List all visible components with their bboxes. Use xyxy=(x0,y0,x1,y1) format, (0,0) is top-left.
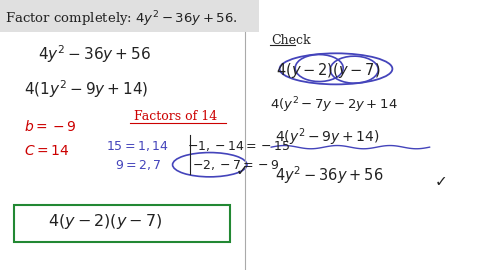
Text: $4y^2 - 36y + 56$: $4y^2 - 36y + 56$ xyxy=(275,165,383,186)
Text: Check: Check xyxy=(271,34,311,47)
FancyBboxPatch shape xyxy=(14,205,230,242)
Text: $4(y^2 - 7y - 2y + 14$: $4(y^2 - 7y - 2y + 14$ xyxy=(270,96,397,115)
Text: Factor completely: $4y^2 - 36y + 56$.: Factor completely: $4y^2 - 36y + 56$. xyxy=(5,9,238,29)
Text: $4(y^2 - 9y + 14)$: $4(y^2 - 9y + 14)$ xyxy=(275,127,379,148)
FancyBboxPatch shape xyxy=(0,0,259,32)
Text: $4(1y^2 - 9y + 14)$: $4(1y^2 - 9y + 14)$ xyxy=(24,78,148,100)
Text: $15 = 1, 14$: $15 = 1, 14$ xyxy=(106,139,168,153)
Text: $-1, -14 = -15$: $-1, -14 = -15$ xyxy=(187,139,291,153)
Text: $4(y-2)(y-7)$: $4(y-2)(y-7)$ xyxy=(276,61,381,80)
Text: $b = -9$: $b = -9$ xyxy=(24,119,77,134)
Text: $C = 14$: $C = 14$ xyxy=(24,144,70,158)
Text: $4(y-2)(y-7)$: $4(y-2)(y-7)$ xyxy=(48,212,162,231)
Text: $\checkmark$: $\checkmark$ xyxy=(235,163,247,177)
Text: Factors of 14: Factors of 14 xyxy=(134,110,217,123)
Text: $4y^2 - 36y + 56$: $4y^2 - 36y + 56$ xyxy=(38,43,151,65)
Text: $\checkmark$: $\checkmark$ xyxy=(434,174,446,188)
Text: $9 = 2, 7$: $9 = 2, 7$ xyxy=(115,158,162,172)
Text: $-2, -7 = -9$: $-2, -7 = -9$ xyxy=(192,158,280,172)
